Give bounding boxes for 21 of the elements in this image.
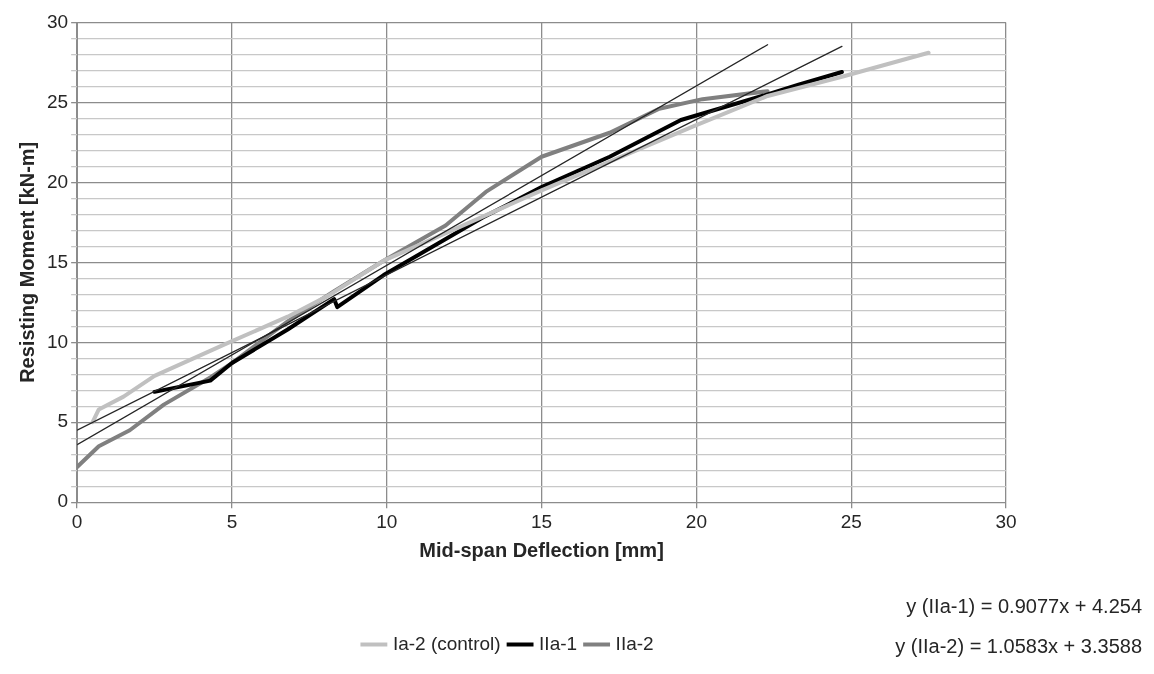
x-tick-label: 25	[840, 510, 862, 532]
y-tick-label: 5	[57, 410, 69, 432]
x-axis-title: Mid-span Deflection [mm]	[419, 538, 664, 561]
y-axis-title: Resisting Moment [kN-m]	[15, 141, 38, 383]
legend-label: Ia-2 (control)	[392, 632, 501, 654]
y-tick-label: 20	[46, 170, 69, 192]
x-tick-label: 20	[685, 510, 707, 532]
y-tick-label: 25	[46, 90, 69, 112]
y-tick-label: 0	[57, 490, 69, 512]
y-tick-label: 15	[46, 250, 69, 272]
legend-label: IIa-1	[539, 632, 578, 654]
y-tick-label: 30	[46, 10, 69, 32]
text: y (IIa-1) = 0.9077x + 4.254	[906, 594, 1142, 617]
x-tick-label: 30	[995, 510, 1017, 532]
x-tick-label: 10	[376, 510, 398, 532]
legend-label: IIa-2	[615, 632, 654, 654]
x-tick-label: 0	[71, 510, 83, 532]
text: y (IIa-2) = 1.0583x + 3.3588	[895, 634, 1142, 657]
x-tick-label: 5	[226, 510, 238, 532]
x-tick-label: 15	[531, 510, 553, 532]
y-tick-label: 10	[46, 330, 69, 352]
